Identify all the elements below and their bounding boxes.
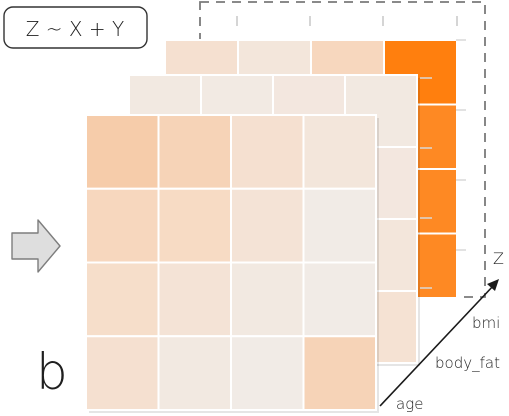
- heatmap-cell: [302, 261, 377, 338]
- heatmap-cell: [302, 335, 377, 411]
- layer-label-age: age: [396, 395, 423, 413]
- heatmap-cell: [230, 114, 305, 190]
- panel-letter: b: [36, 343, 68, 401]
- formula-text: Z ~ X + Y: [26, 17, 125, 41]
- heatmap-cell: [85, 261, 160, 338]
- heatmap-cell: [85, 335, 160, 411]
- heatmap-layer-age: [85, 114, 379, 413]
- heatmap-cell: [157, 335, 232, 411]
- heatmap-cell: [230, 187, 305, 264]
- heatmap-cell: [157, 114, 232, 190]
- heatmap-stack: [85, 39, 458, 413]
- heatmap-cell: [85, 187, 160, 264]
- right-arrow-icon: [11, 219, 61, 273]
- heatmap-cell: [302, 114, 377, 190]
- formula-box: Z ~ X + Y: [3, 6, 148, 49]
- layer-label-body-fat: body_fat: [435, 354, 500, 372]
- heatmap-cell: [85, 114, 160, 190]
- z-axis-arrow: [379, 279, 499, 407]
- layer-label-bmi: bmi: [472, 314, 500, 332]
- heatmap-cell: [302, 187, 377, 264]
- top-tick-marks: [236, 16, 458, 26]
- heatmap-cell: [230, 261, 305, 338]
- heatmap-cell: [157, 187, 232, 264]
- heatmap-cell: [157, 261, 232, 338]
- z-axis-label: Z: [493, 249, 504, 268]
- right-tick-marks: [420, 39, 466, 289]
- heatmap-cell: [230, 335, 305, 411]
